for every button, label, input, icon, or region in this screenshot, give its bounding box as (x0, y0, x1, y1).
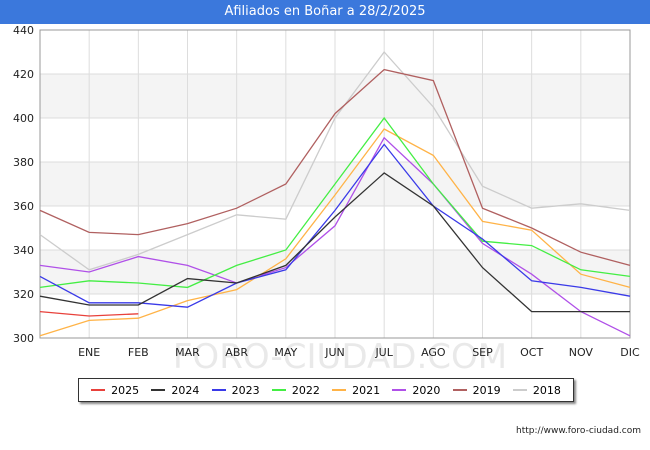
legend-item-2021: 2021 (332, 384, 380, 397)
legend-item-2018: 2018 (512, 383, 561, 397)
legend-item-2022: 2022 (271, 383, 320, 397)
legend-label: 2024 (171, 383, 200, 397)
y-tick-label: 320 (13, 288, 34, 301)
series-line-2025 (39, 310, 139, 317)
y-tick-label: 400 (13, 112, 34, 125)
x-tick-label: JUL (374, 346, 393, 359)
legend-swatch (332, 389, 347, 391)
x-tick-label: OCT (520, 346, 543, 359)
legend-item-2023: 2023 (211, 383, 260, 397)
legend-label: 2023 (231, 383, 260, 397)
legend-item-2019: 2019 (452, 383, 501, 397)
legend-label: 2021 (352, 383, 381, 397)
legend-label: 2018 (532, 383, 561, 397)
source-label: http://www.foro-ciudad.com (516, 426, 641, 436)
x-tick-label: SEP (472, 346, 493, 359)
x-tick-label: MAY (274, 346, 297, 359)
x-tick-label: MAR (175, 346, 200, 359)
series-line-2020 (39, 136, 631, 337)
chart-title: Afiliados en Boñar a 28/2/2025 (0, 0, 650, 24)
series-line-2021 (39, 128, 631, 337)
legend-label: 2022 (291, 383, 320, 397)
legend-item-2024: 2024 (151, 384, 199, 397)
legend-item-2020: 2020 (392, 384, 440, 397)
x-tick-label: FEB (128, 346, 149, 359)
legend-swatch (512, 389, 527, 391)
y-tick-label: 440 (13, 24, 34, 37)
plot-border (39, 29, 631, 339)
x-tick-label: AGO (421, 346, 446, 359)
series-line-2018 (39, 50, 631, 271)
legend-label: 2025 (111, 383, 140, 397)
watermark: FORO-CIUDAD.COM (173, 337, 507, 377)
y-tick-label: 420 (13, 68, 34, 81)
x-tick-label: JUN (324, 346, 345, 359)
series-line-2022 (39, 116, 631, 289)
y-tick-label: 360 (13, 200, 34, 213)
legend-label: 2019 (472, 383, 501, 397)
legend-swatch (151, 389, 166, 391)
legend-swatch (271, 389, 286, 391)
x-tick-label: NOV (569, 346, 594, 359)
y-tick-label: 300 (13, 332, 34, 345)
legend-swatch (211, 389, 226, 391)
series-line-2023 (39, 143, 631, 308)
legend-swatch (91, 389, 106, 391)
series-line-2024 (39, 172, 630, 313)
x-tick-label: ENE (78, 346, 100, 359)
y-tick-label: 380 (13, 156, 34, 169)
legend-item-2025: 2025 (91, 384, 139, 397)
x-tick-label: ABR (225, 346, 248, 359)
legend-label: 2020 (412, 383, 441, 397)
y-tick-label: 340 (13, 244, 34, 257)
x-tick-label: DIC (620, 346, 640, 359)
legend-swatch (452, 389, 467, 391)
legend-swatch (392, 389, 407, 391)
legend: 2025 2024 2023 2022 2021 2020 2019 2018 (78, 378, 574, 402)
series-line-2019 (39, 68, 631, 267)
